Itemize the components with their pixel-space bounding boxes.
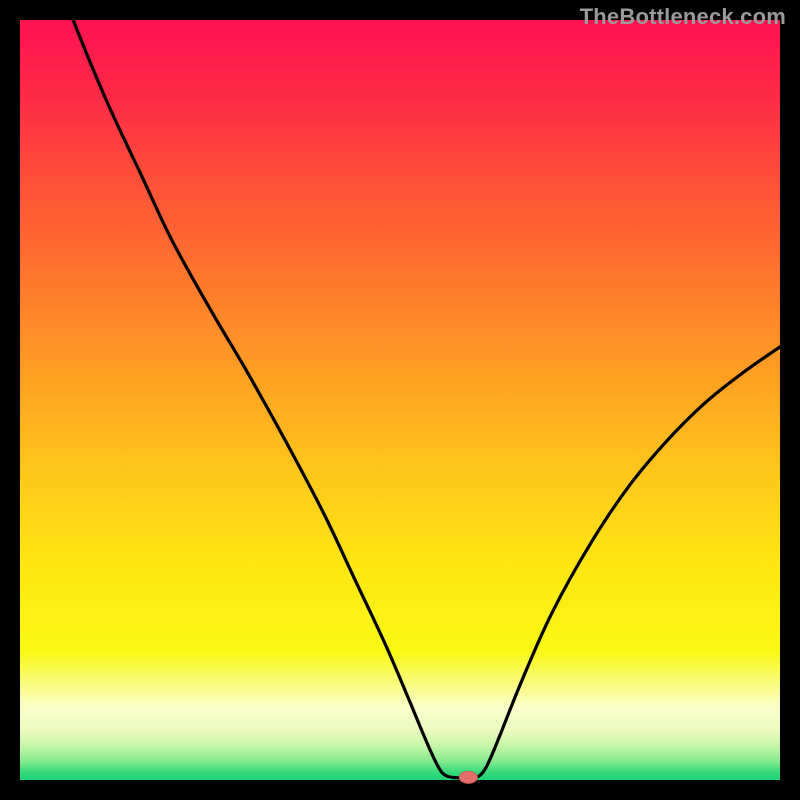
watermark-text: TheBottleneck.com bbox=[580, 4, 786, 30]
bottleneck-chart bbox=[0, 0, 800, 800]
optimum-marker bbox=[459, 771, 477, 783]
plot-background bbox=[20, 20, 780, 780]
